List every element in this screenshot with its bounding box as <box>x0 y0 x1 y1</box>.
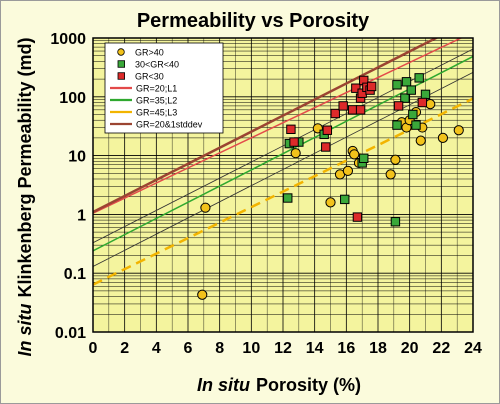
data-point-square <box>347 105 358 115</box>
data-point-square <box>359 153 369 163</box>
x-tick-label: 12 <box>274 340 292 357</box>
x-tick-label: 6 <box>184 340 193 357</box>
data-point-square <box>355 105 366 115</box>
data-point-square <box>411 120 421 130</box>
legend-label: GR>40 <box>135 47 164 57</box>
data-point-circle <box>437 132 449 143</box>
data-point-square <box>408 109 418 120</box>
legend-marker <box>117 48 125 56</box>
data-point-square <box>351 83 361 93</box>
legend-marker <box>117 60 125 68</box>
data-point-square <box>322 125 333 135</box>
data-point-square <box>401 77 412 87</box>
data-point-circle <box>290 148 301 159</box>
plot-border <box>92 37 474 333</box>
y-axis-label-italic: In situ <box>15 304 35 357</box>
y-tick-label: 0.1 <box>64 266 86 283</box>
x-tick-label: 8 <box>215 340 224 357</box>
data-points <box>197 73 464 300</box>
data-point-square <box>393 101 404 111</box>
data-point-square <box>338 101 348 111</box>
legend-label: GR=35;L2 <box>136 95 177 105</box>
y-axis-label-rest: Klinkenberg Permeability (md) <box>15 37 35 297</box>
trend-line <box>93 38 463 214</box>
x-tick-label: 0 <box>89 340 98 357</box>
legend-label: GR=20;L1 <box>136 83 177 93</box>
y-axis-label: In situ Klinkenberg Permeability (md) <box>15 37 35 356</box>
data-point-square <box>283 193 293 203</box>
data-point-square <box>289 137 299 147</box>
x-tick-label: 14 <box>306 340 324 357</box>
grid <box>93 37 473 333</box>
data-point-square <box>321 142 331 152</box>
data-point-square <box>352 212 363 222</box>
data-point-square <box>286 124 296 135</box>
data-point-square <box>414 73 424 83</box>
data-point-circle <box>325 197 336 208</box>
data-point-square <box>366 81 377 92</box>
data-point-circle <box>200 202 211 213</box>
y-tick-label: 1000 <box>50 31 86 48</box>
legend-label: GR<30 <box>135 71 164 81</box>
data-point-circle <box>342 165 354 176</box>
y-tick-label: 100 <box>59 90 86 107</box>
reference-line <box>93 72 473 267</box>
x-tick-label: 10 <box>242 340 260 357</box>
x-tick-labels: 0 2 4 6 8 10 12 14 16 18 20 22 24 <box>89 340 482 357</box>
chart-title: Permeability vs Porosity <box>137 10 370 32</box>
data-point-square <box>400 93 410 103</box>
x-tick-label: 2 <box>120 340 129 357</box>
data-point-circle <box>390 154 401 165</box>
data-point-square <box>330 108 340 119</box>
data-point-square <box>417 97 428 108</box>
data-point-circle <box>415 135 426 146</box>
data-point-circle <box>349 149 360 160</box>
legend-label: GR=20&1stddev <box>136 119 203 129</box>
y-tick-label: 0.01 <box>55 325 86 342</box>
data-point-circle <box>385 169 396 180</box>
x-tick-label: 20 <box>401 340 419 357</box>
trend-line <box>93 38 439 214</box>
x-tick-label: 24 <box>464 340 482 357</box>
x-tick-label: 22 <box>432 340 450 357</box>
x-tick-label: 4 <box>152 340 161 357</box>
data-point-square <box>392 120 402 130</box>
x-axis-label-rest: Porosity (%) <box>256 375 361 395</box>
data-point-square <box>390 217 401 227</box>
data-point-square <box>340 194 350 205</box>
x-axis-label: In situ Porosity (%) <box>197 375 361 395</box>
y-tick-labels: 0.01 0.1 1 10 100 1000 <box>50 31 86 342</box>
y-tick-label: 1 <box>77 207 86 224</box>
x-tick-label: 18 <box>369 340 387 357</box>
y-tick-label: 10 <box>68 149 86 166</box>
x-tick-label: 16 <box>337 340 355 357</box>
data-point-square <box>420 89 431 100</box>
x-axis-label-italic: In situ <box>197 375 250 395</box>
data-point-circle <box>453 125 464 136</box>
legend: GR>40 30<GR<40 GR<30 GR=20;L1 GR=35;L2 GR=45;… <box>104 42 224 134</box>
data-point-square <box>392 80 402 90</box>
legend-label: 30<GR<40 <box>135 59 179 69</box>
data-point-square <box>406 85 416 95</box>
data-point-circle <box>197 289 208 300</box>
legend-label: GR=45;L3 <box>136 107 177 117</box>
legend-marker <box>117 72 125 80</box>
